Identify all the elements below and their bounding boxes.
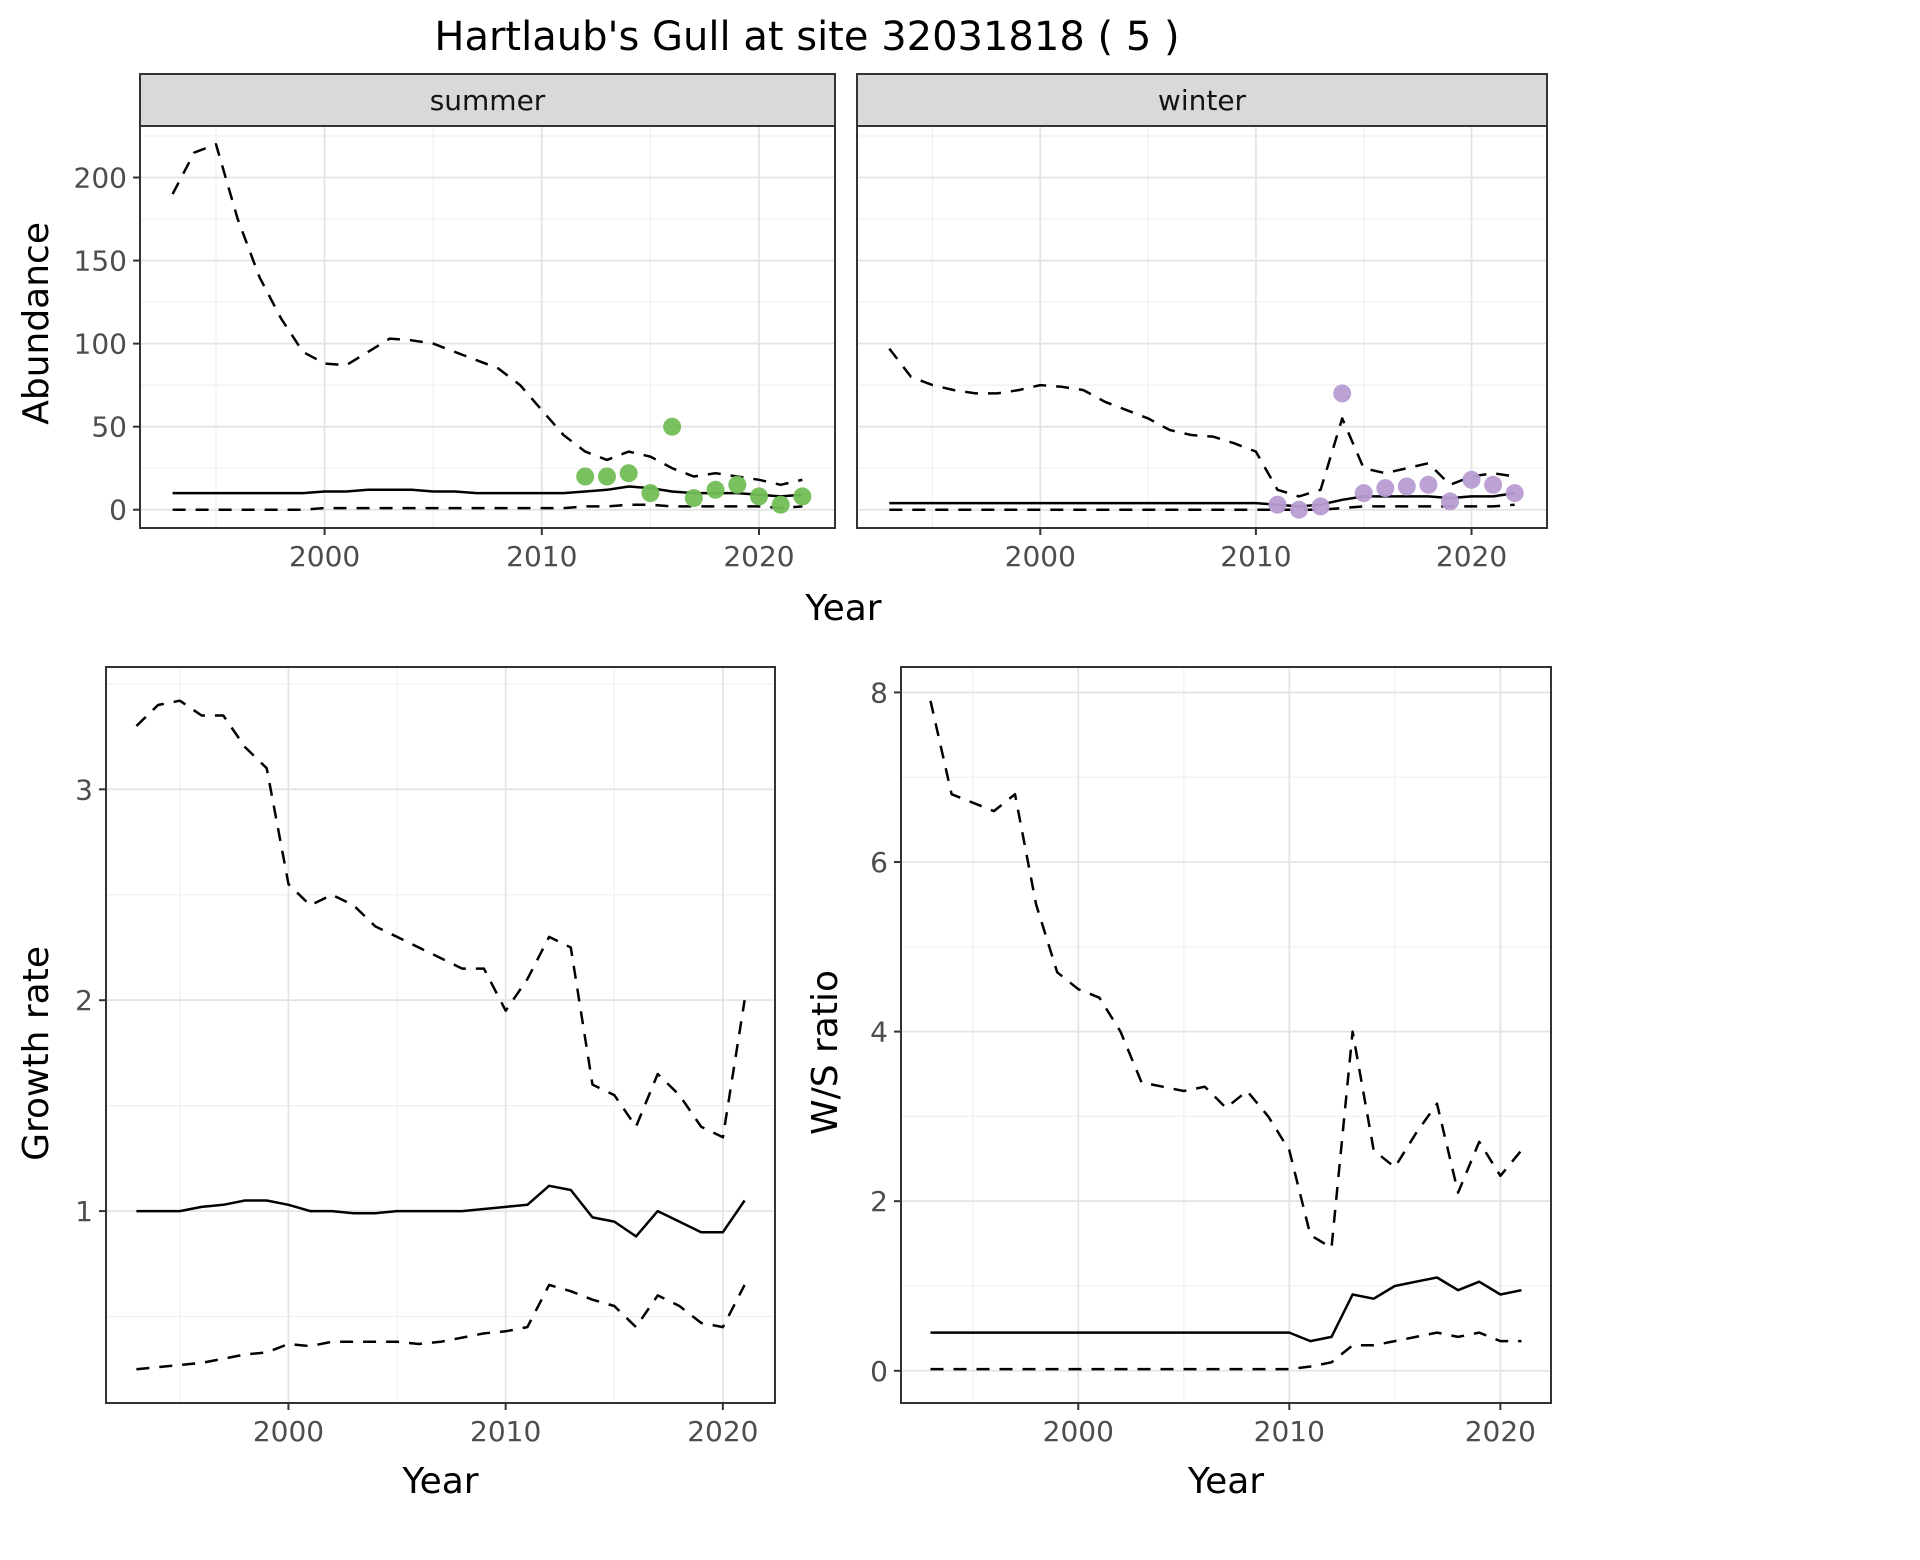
observed-count-winter-point: [1397, 477, 1416, 496]
y-tick-label: 8: [870, 676, 888, 709]
observed-count-summer-point: [576, 467, 595, 486]
facet-strip: [856, 73, 1548, 127]
observed-count-summer-point: [771, 495, 790, 514]
x-tick-label: 2000: [1043, 1415, 1114, 1448]
facet-label: summer: [430, 84, 546, 117]
ws-ratio-chart: 2000 2010 2020 0 2 4 6 8: [849, 653, 1565, 1457]
x-tick-label: 2000: [253, 1415, 324, 1448]
ws-ratio-axis-label: W/S ratio: [804, 970, 846, 1136]
growth-rate-upper-ci-line: [135, 699, 746, 1139]
abundance-winter-upper-ci-line: [888, 347, 1515, 498]
observed-count-winter-point: [1419, 475, 1438, 494]
abundance-summer-svg: summer 2000 2010 2020 0 50 100 150 200: [74, 73, 836, 573]
observed-count-winter-point: [1441, 492, 1459, 511]
y-tick-label: 3: [75, 773, 93, 806]
observed-count-summer-point: [706, 480, 725, 499]
x-tick-label: 2010: [470, 1415, 541, 1448]
abundance-winter-median-line: [889, 491, 1515, 508]
observed-count-summer-point: [641, 484, 660, 503]
observed-count-summer-point: [684, 489, 703, 508]
abundance-axis-label: Abundance: [15, 221, 57, 425]
x-tick-label: 2010: [506, 540, 577, 573]
abundance-summer-chart: summer 2000 2010 2020 0 50 100 150 200: [60, 68, 849, 582]
observed-count-summer-point: [619, 464, 638, 483]
figure-title: Hartlaub's Gull at site 32031818 ( 5 ): [434, 14, 1180, 60]
y-tick-label: 200: [74, 161, 127, 194]
growth-rate-axis-label: Growth rate: [15, 945, 57, 1161]
x-tick-label: 2020: [1465, 1415, 1536, 1448]
observed-count-summer-point: [750, 487, 768, 506]
observed-count-summer-point: [598, 467, 616, 486]
year-axis-label-ws: Year: [1187, 1461, 1265, 1502]
abundance-winter-data-layer: [888, 347, 1524, 519]
abundance-winter-chart: winter 2000 2010 2020: [849, 68, 1561, 582]
abundance-winter-lower-ci-line: [889, 503, 1515, 511]
abundance-summer-lower-ci-line: [172, 503, 803, 511]
figure-canvas: Hartlaub's Gull at site 32031818 ( 5 ) A…: [12, 14, 1602, 1502]
growth-rate-axis-label-column: Growth rate: [12, 653, 60, 1453]
x-tick-label: 2020: [687, 1415, 758, 1448]
y-tick-label: 4: [870, 1016, 888, 1049]
y-tick-label: 0: [870, 1355, 888, 1388]
observed-count-summer-point: [728, 475, 747, 494]
ws-ratio-data-layer: [929, 700, 1523, 1371]
observed-count-winter-point: [1354, 484, 1373, 503]
observed-count-winter-point: [1505, 484, 1524, 503]
observed-count-winter-point: [1290, 500, 1308, 519]
y-tick-label: 6: [870, 846, 888, 879]
y-tick-label: 100: [74, 328, 127, 361]
observed-count-winter-point: [1268, 495, 1287, 514]
x-tick-label: 2020: [1436, 540, 1507, 573]
observed-count-summer-point: [793, 487, 812, 506]
y-tick-label: 0: [109, 494, 127, 527]
facet-label: winter: [1158, 84, 1247, 117]
growth-rate-svg: 2000 2010 2020 1 2 3: [75, 666, 776, 1448]
x-tick-label: 2020: [723, 540, 794, 573]
observed-count-winter-point: [1333, 384, 1352, 403]
year-axis-label-growth: Year: [402, 1461, 479, 1502]
abundance-winter-svg: winter 2000 2010 2020: [856, 73, 1548, 573]
abundance-axis-label-column: Abundance: [12, 68, 60, 578]
derived-metrics-row: Growth rate 2000 2010 2020 1 2 3 Year W/S rat…: [12, 653, 1602, 1502]
facet-strip: [139, 73, 836, 127]
x-tick-label: 2000: [1005, 540, 1076, 573]
ws-ratio-lower-ci-line: [930, 1331, 1522, 1371]
observed-count-winter-point: [1311, 497, 1330, 516]
growth-rate-data-layer: [135, 699, 746, 1371]
ws-ratio-svg: 2000 2010 2020 0 2 4 6 8: [870, 666, 1552, 1448]
observed-count-winter-point: [1462, 470, 1481, 489]
ws-ratio-upper-ci-line: [929, 700, 1523, 1250]
growth-rate-lower-ci-line: [136, 1283, 746, 1371]
observed-count-summer-point: [663, 417, 682, 436]
y-tick-label: 50: [91, 411, 127, 444]
y-tick-label: 150: [74, 245, 127, 278]
abundance-summer-data-layer: [171, 143, 812, 514]
growth-rate-median-line: [136, 1184, 746, 1238]
x-tick-label: 2000: [289, 540, 360, 573]
y-tick-label: 2: [870, 1185, 888, 1218]
abundance-summer-upper-ci-line: [171, 143, 803, 487]
observed-count-winter-point: [1376, 479, 1395, 498]
y-tick-label: 1: [75, 1195, 93, 1228]
year-axis-label-shared: Year: [805, 588, 882, 629]
growth-rate-panel: Growth rate 2000 2010 2020 1 2 3 Year: [12, 653, 789, 1502]
ws-ratio-panel: W/S ratio 2000 2010 2020 0 2 4 6 8 Year: [801, 653, 1565, 1502]
y-tick-label: 2: [75, 984, 93, 1017]
observed-count-winter-point: [1484, 475, 1503, 494]
x-tick-label: 2010: [1220, 540, 1291, 573]
growth-rate-chart: 2000 2010 2020 1 2 3: [60, 653, 789, 1457]
x-tick-label: 2010: [1254, 1415, 1325, 1448]
ws-ratio-median-line: [930, 1276, 1522, 1343]
abundance-facet-row: Abundance summer 2000 2010 2020 0 50 100 150 200…: [12, 68, 1602, 639]
abundance-charts-column: summer 2000 2010 2020 0 50 100 150 200 winter 200…: [60, 68, 1561, 639]
ws-ratio-axis-label-column: W/S ratio: [801, 653, 849, 1453]
